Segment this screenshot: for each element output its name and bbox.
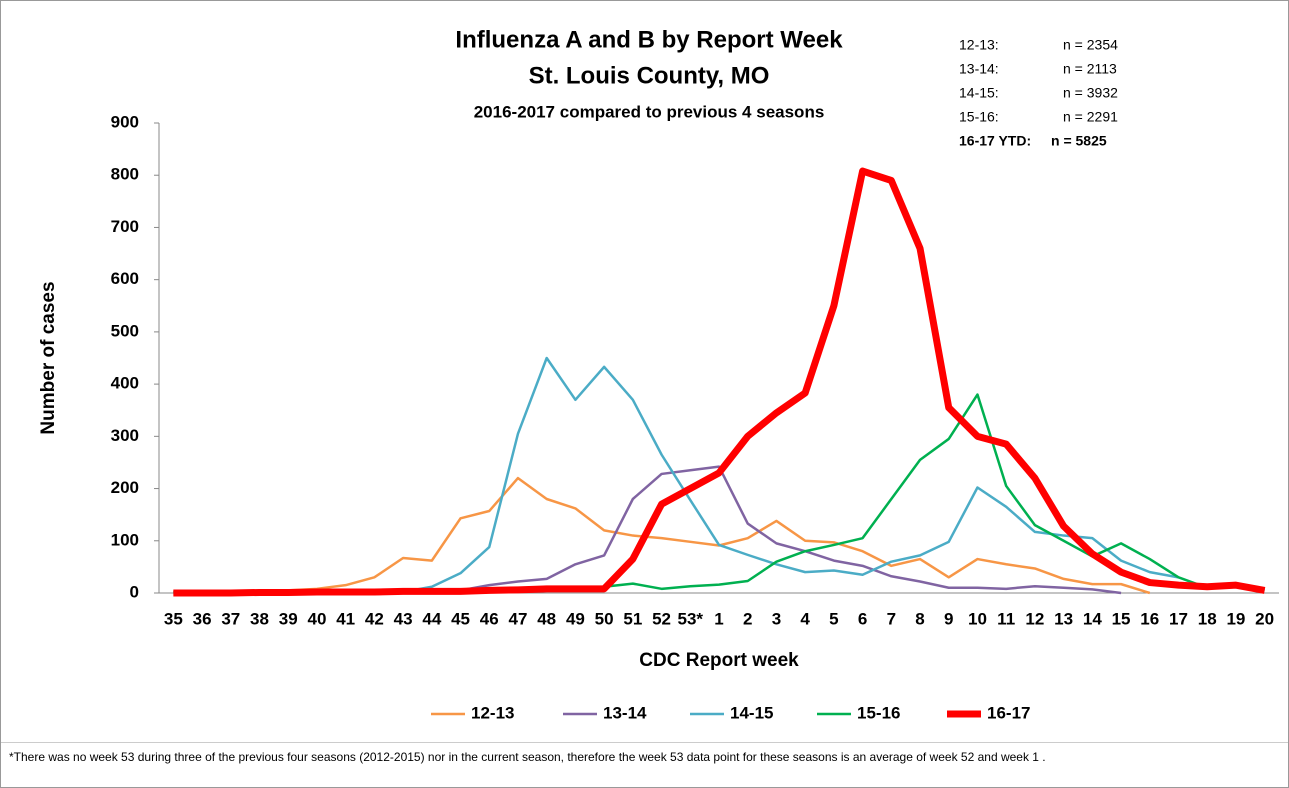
- summary-label: 16-17 YTD:: [959, 133, 1031, 149]
- x-tick-label: 41: [336, 609, 355, 628]
- y-tick-label: 400: [111, 374, 139, 393]
- x-tick-label: 12: [1025, 609, 1044, 628]
- chart-subtitle: 2016-2017 compared to previous 4 seasons: [474, 102, 825, 121]
- y-tick-label: 200: [111, 478, 139, 497]
- x-tick-label: 38: [250, 609, 269, 628]
- series-line: [173, 167, 1266, 597]
- series-line: [173, 356, 1179, 595]
- summary-count: n = 3932: [1063, 85, 1118, 101]
- footnote: *There was no week 53 during three of th…: [9, 750, 1046, 764]
- x-tick-label: 8: [915, 609, 924, 628]
- y-tick-label: 900: [111, 112, 139, 131]
- summary-label: 13-14:: [959, 61, 999, 77]
- x-tick-label: 51: [623, 609, 642, 628]
- summary-count: n = 5825: [1051, 133, 1107, 149]
- y-tick-label: 500: [111, 321, 139, 340]
- summary-count: n = 2291: [1063, 109, 1118, 125]
- x-tick-label: 4: [800, 609, 810, 628]
- x-tick-label: 15: [1112, 609, 1131, 628]
- summary-label: 14-15:: [959, 85, 999, 101]
- x-tick-label: 40: [307, 609, 326, 628]
- x-tick-label: 43: [394, 609, 413, 628]
- summary-label: 15-16:: [959, 109, 999, 125]
- y-tick-label: 300: [111, 426, 139, 445]
- x-tick-label: 14: [1083, 609, 1102, 628]
- x-tick-label: 49: [566, 609, 585, 628]
- x-axis-title: CDC Report week: [639, 650, 799, 671]
- legend-label: 12-13: [471, 703, 514, 722]
- y-tick-label: 0: [130, 582, 139, 601]
- x-tick-label: 2: [743, 609, 752, 628]
- x-tick-label: 46: [480, 609, 499, 628]
- x-tick-label: 42: [365, 609, 384, 628]
- x-tick-label: 47: [509, 609, 528, 628]
- x-tick-label: 48: [537, 609, 556, 628]
- x-tick-label: 36: [193, 609, 212, 628]
- y-tick-label: 600: [111, 269, 139, 288]
- x-tick-label: 10: [968, 609, 987, 628]
- x-tick-label: 20: [1255, 609, 1274, 628]
- legend-label: 16-17: [987, 703, 1030, 722]
- legend-label: 14-15: [730, 703, 773, 722]
- x-tick-label: 17: [1169, 609, 1188, 628]
- summary-count: n = 2354: [1063, 37, 1118, 53]
- x-tick-label: 53*: [678, 609, 704, 628]
- chart-subtitle: St. Louis County, MO: [529, 62, 770, 89]
- x-tick-label: 3: [772, 609, 781, 628]
- y-tick-label: 800: [111, 165, 139, 184]
- x-tick-label: 9: [944, 609, 953, 628]
- x-tick-label: 50: [595, 609, 614, 628]
- summary-count: n = 2113: [1063, 61, 1117, 77]
- x-tick-label: 1: [714, 609, 723, 628]
- x-tick-label: 44: [422, 609, 441, 628]
- chart-title: Influenza A and B by Report Week: [455, 26, 843, 53]
- x-tick-label: 18: [1198, 609, 1217, 628]
- x-tick-label: 19: [1226, 609, 1245, 628]
- y-tick-label: 100: [111, 530, 139, 549]
- legend-label: 13-14: [603, 703, 647, 722]
- x-tick-label: 13: [1054, 609, 1073, 628]
- x-tick-label: 7: [887, 609, 896, 628]
- x-tick-label: 52: [652, 609, 671, 628]
- series-line: [173, 476, 1151, 595]
- x-tick-label: 11: [997, 609, 1015, 628]
- x-tick-label: 37: [221, 609, 240, 628]
- x-tick-label: 16: [1140, 609, 1159, 628]
- chart: Influenza A and B by Report Week St. Lou…: [1, 26, 1288, 744]
- legend-label: 15-16: [857, 703, 900, 722]
- y-tick-label: 700: [111, 217, 139, 236]
- x-tick-label: 45: [451, 609, 470, 628]
- x-tick-label: 5: [829, 609, 838, 628]
- x-tick-label: 39: [279, 609, 298, 628]
- x-tick-label: 35: [164, 609, 183, 628]
- y-axis-title: Number of cases: [38, 281, 59, 434]
- summary-label: 12-13:: [959, 37, 999, 53]
- x-tick-label: 6: [858, 609, 867, 628]
